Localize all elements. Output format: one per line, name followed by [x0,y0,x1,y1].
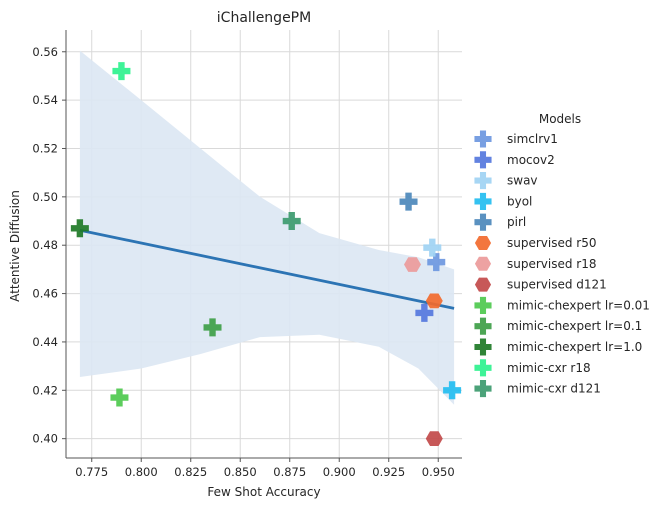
data-point [112,62,131,81]
x-axis-label: Few Shot Accuracy [207,485,320,499]
data-point [425,431,443,447]
legend-marker [474,151,492,169]
legend-item-label: supervised r50 [507,236,597,250]
legend: Models simclrv1 mocov2 swav byol pirl supervi… [474,112,650,398]
legend-marker [474,192,492,210]
x-tick-label: 0.875 [273,465,306,479]
x-tick-label: 0.900 [323,465,356,479]
legend-marker [474,380,492,398]
y-tick-label: 0.56 [32,45,58,59]
data-point [110,388,129,407]
y-tick-label: 0.46 [32,287,58,301]
legend-item-label: mocov2 [507,153,555,167]
legend-item-label: supervised r18 [507,257,597,271]
data-point [203,318,222,337]
data-point [404,257,421,272]
legend-marker [474,172,492,190]
regression-line [79,228,455,310]
x-tick-label: 0.850 [224,465,257,479]
x-tick-label: 0.825 [174,465,207,479]
y-axis-label: Attentive Diffusion [8,190,22,302]
legend-marker [474,338,492,356]
data-point [425,293,443,309]
data-point [399,192,418,211]
legend-marker [474,296,492,314]
regression-line-path [79,228,455,310]
legend-item-label: byol [507,194,532,208]
y-tick-label: 0.48 [32,238,58,252]
data-point [423,238,442,257]
legend-marker [474,359,492,377]
legend-item-label: mimic-cxr r18 [507,361,591,375]
confidence-band-area [79,50,455,405]
x-tick-label: 0.950 [422,465,455,479]
legend-marker [474,256,492,271]
x-tick-label: 0.775 [75,465,108,479]
data-point [415,303,434,322]
y-tick-label: 0.52 [32,141,58,155]
y-tick-label: 0.44 [32,335,58,349]
legend-item-label: pirl [507,215,526,229]
chart-title: iChallengePM [217,10,311,26]
y-tick-label: 0.42 [32,383,58,397]
data-point [70,219,89,238]
legend-item-label: swav [507,174,538,188]
data-point [282,212,301,231]
y-tick-label: 0.50 [32,190,58,204]
legend-marker [474,236,492,250]
legend-marker [474,317,492,335]
axes [65,30,462,459]
legend-marker [474,213,492,231]
legend-item-label: simclrv1 [507,132,558,146]
legend-item-label: mimic-chexpert lr=0.01 [507,298,650,312]
x-tick-label: 0.925 [372,465,405,479]
tick-labels: 0.775 0.800 0.825 0.850 0.875 0.900 0.925 0.950… [32,45,454,479]
x-tick-label: 0.800 [125,465,158,479]
legend-item-label: mimic-chexpert lr=1.0 [507,340,642,354]
legend-item-label: supervised d121 [507,278,607,292]
confidence-band [79,50,455,405]
y-tick-label: 0.40 [32,432,58,446]
legend-item-label: mimic-chexpert lr=0.1 [507,319,642,333]
data-point [443,381,462,400]
y-tick-label: 0.54 [32,93,58,107]
data-points [70,62,462,447]
legend-marker [474,130,492,148]
legend-title: Models [539,112,581,126]
legend-item-label: mimic-cxr d121 [507,382,601,396]
legend-marker [474,277,492,292]
data-point [427,253,446,272]
